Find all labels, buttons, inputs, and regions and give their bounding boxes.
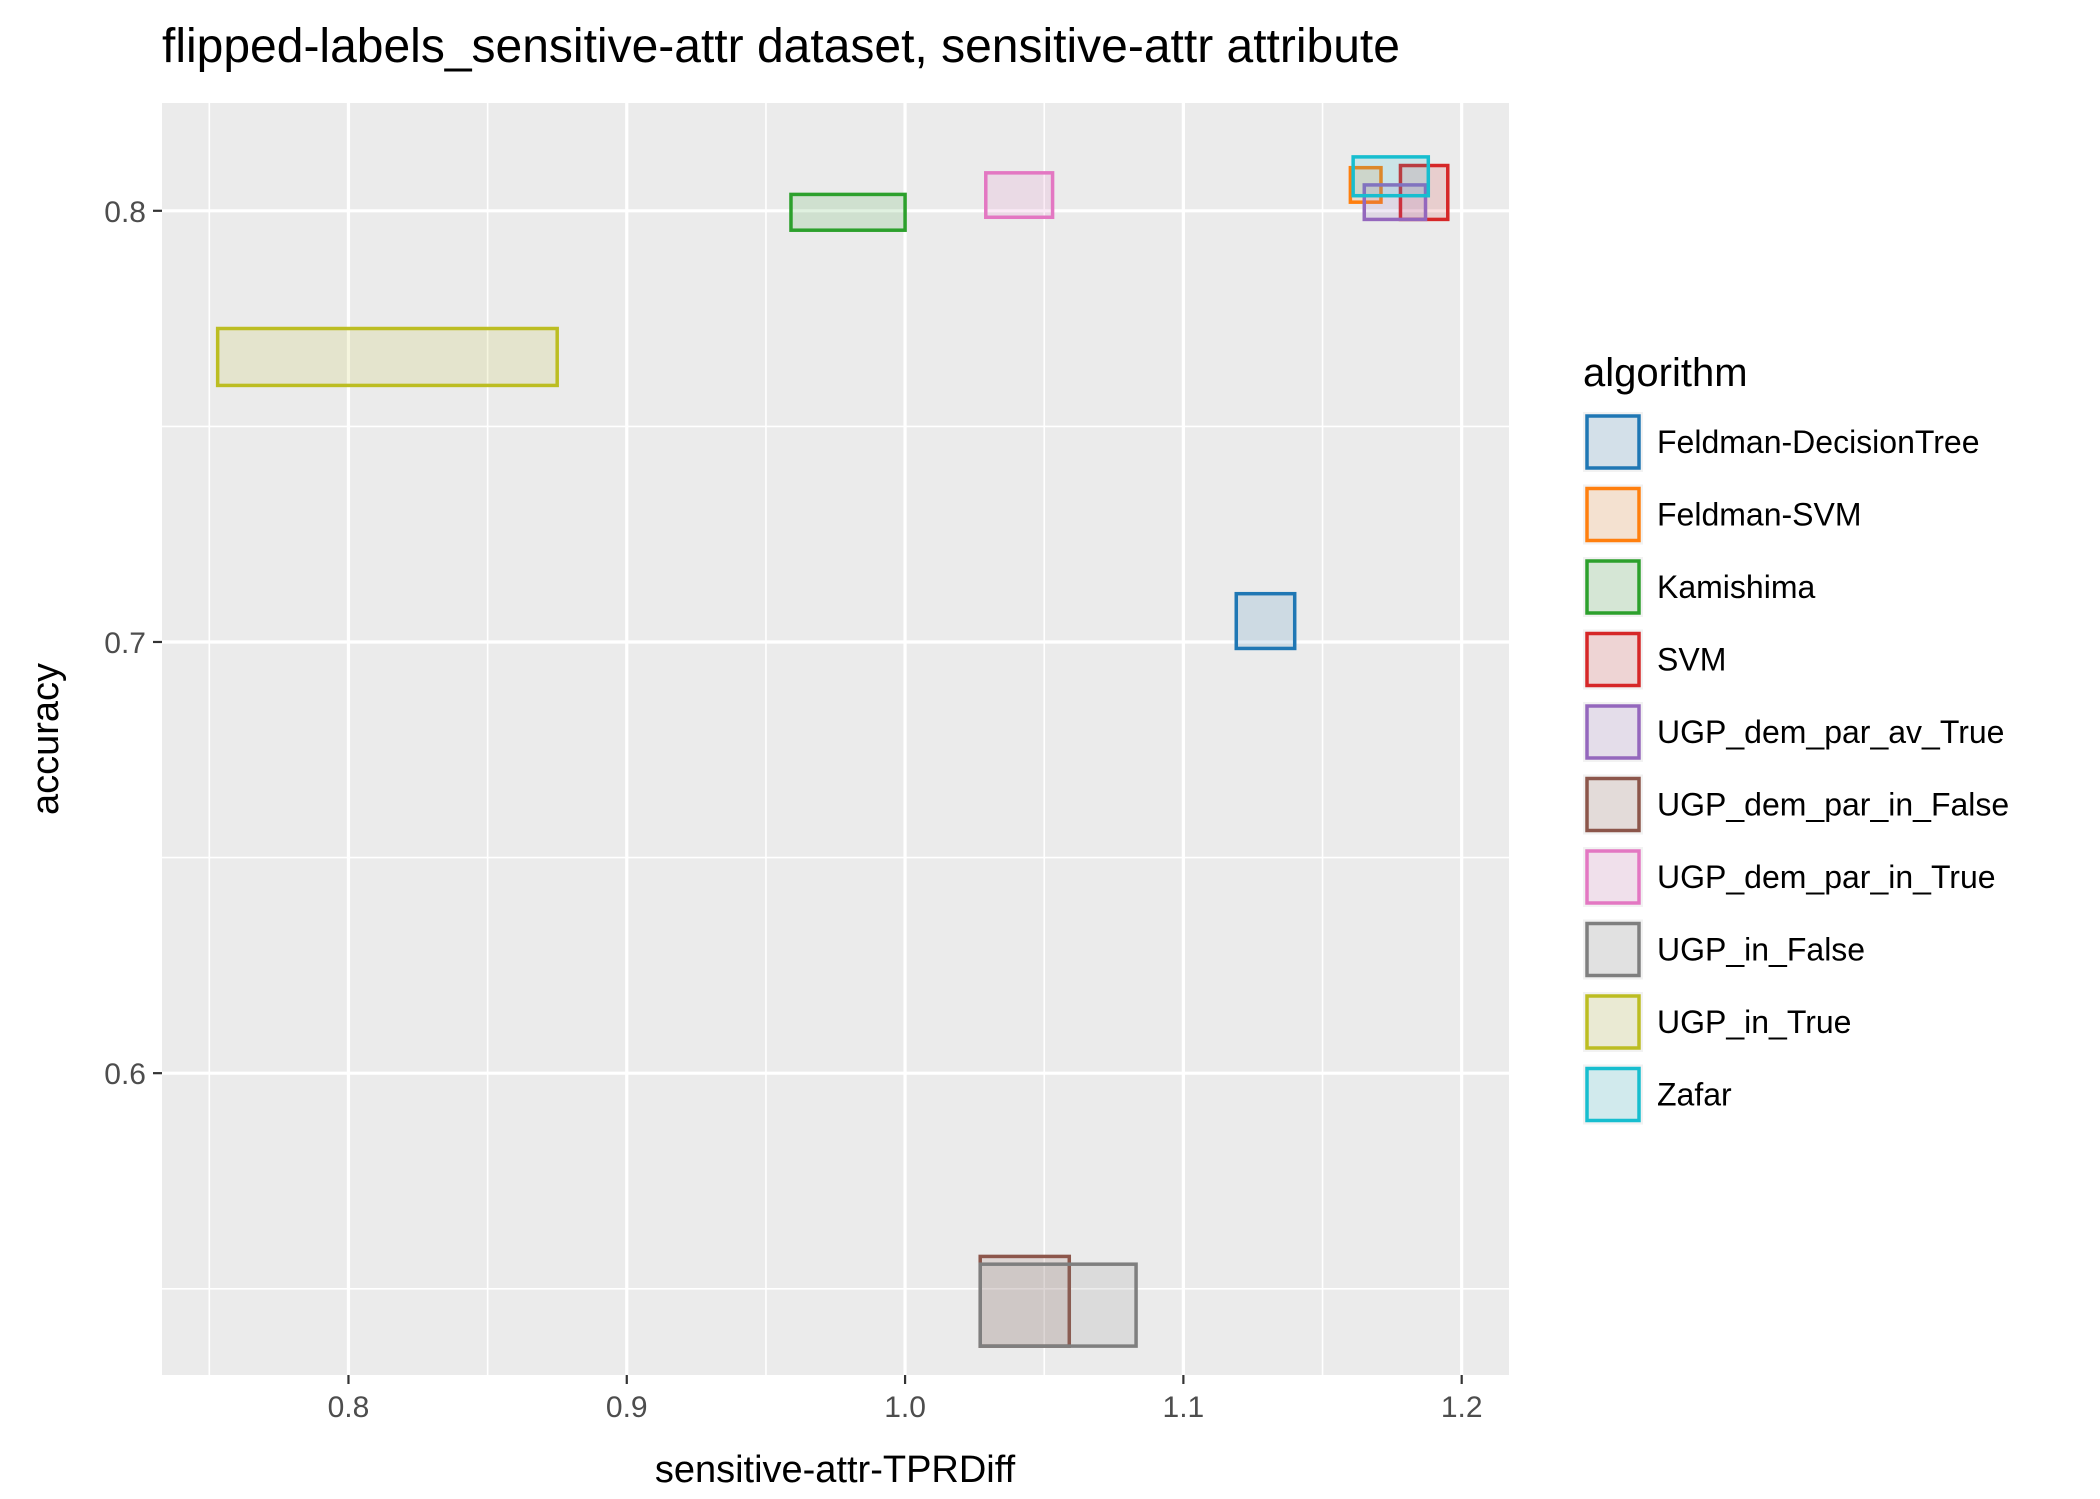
y-tick-label: 0.6 (104, 1058, 146, 1091)
x-tick-label: 1.2 (1441, 1391, 1483, 1424)
data-rect-kamishima (789, 192, 907, 232)
plot-panel (162, 103, 1509, 1375)
legend: algorithm Feldman-DecisionTree Feldman-SV… (1583, 351, 2009, 1125)
legend-label-ugp-dem-par-in-true: UGP_dem_par_in_True (1657, 859, 1996, 895)
x-tick-label: 1.1 (1163, 1391, 1205, 1424)
legend-key-bg (1583, 992, 1643, 1052)
legend-title: algorithm (1583, 351, 1748, 395)
legend-key-bg (1583, 919, 1643, 980)
data-rect-zafar (1351, 155, 1431, 198)
data-rectangles (215, 155, 1450, 1348)
y-tick-label: 0.8 (104, 196, 146, 229)
legend-label-ugp-dem-par-in-false: UGP_dem_par_in_False (1657, 787, 2009, 823)
legend-key-bg (1583, 774, 1643, 835)
legend-key-bg (1583, 1064, 1643, 1125)
y-axis-title: accuracy (25, 663, 67, 815)
legend-label-svm: SVM (1657, 642, 1726, 678)
legend-label-feldman-svm: Feldman-SVM (1657, 497, 1862, 533)
data-rect-ugp-in-true (215, 326, 559, 388)
legend-key-ugp-dem-par-in-false (1585, 776, 1641, 833)
legend-label-ugp-in-true: UGP_in_True (1657, 1004, 1851, 1040)
legend-key-bg (1583, 702, 1643, 762)
x-tick-label: 0.8 (328, 1391, 370, 1424)
data-rect-ugp-dem-par-in-true (984, 171, 1055, 220)
legend-key-svm (1585, 631, 1641, 688)
y-axis: 0.6 0.7 0.8 (104, 196, 162, 1091)
legend-key-ugp-in-false (1585, 921, 1641, 978)
legend-key-bg (1583, 847, 1643, 907)
data-rect-ugp-dem-par-av-true (1362, 183, 1428, 222)
legend-key-bg (1583, 557, 1643, 617)
data-rect-ugp-in-false (978, 1262, 1138, 1348)
legend-items: Feldman-DecisionTree Feldman-SVM Kamishima… (1583, 412, 2009, 1125)
legend-key-feldman-svm (1585, 486, 1641, 543)
y-tick-label: 0.7 (104, 627, 146, 660)
x-axis: 0.8 0.9 1.0 1.1 1.2 (328, 1375, 1483, 1424)
major-gridlines (162, 103, 1509, 1375)
legend-key-bg (1583, 484, 1643, 545)
chart-title: flipped-labels_sensitive-attr dataset, s… (162, 20, 1400, 73)
legend-key-ugp-in-true (1585, 994, 1641, 1050)
legend-key-ugp-dem-par-av-true (1585, 704, 1641, 760)
x-axis-title: sensitive-attr-TPRDiff (655, 1449, 1016, 1491)
minor-gridlines (162, 103, 1509, 1375)
legend-key-kamishima (1585, 559, 1641, 615)
legend-key-bg (1583, 629, 1643, 690)
legend-label-kamishima: Kamishima (1657, 569, 1815, 605)
legend-key-ugp-dem-par-in-true (1585, 849, 1641, 905)
x-tick-label: 1.0 (884, 1391, 926, 1424)
legend-key-feldman-decisiontree (1585, 414, 1641, 470)
legend-label-feldman-decisiontree: Feldman-DecisionTree (1657, 424, 1979, 460)
legend-key-zafar (1585, 1066, 1641, 1123)
legend-label-ugp-dem-par-av-true: UGP_dem_par_av_True (1657, 714, 2004, 750)
legend-label-zafar: Zafar (1657, 1077, 1732, 1113)
x-tick-label: 0.9 (606, 1391, 648, 1424)
data-rect-feldman-decisiontree (1234, 591, 1297, 651)
legend-label-ugp-in-false: UGP_in_False (1657, 932, 1865, 968)
legend-key-bg (1583, 412, 1643, 472)
